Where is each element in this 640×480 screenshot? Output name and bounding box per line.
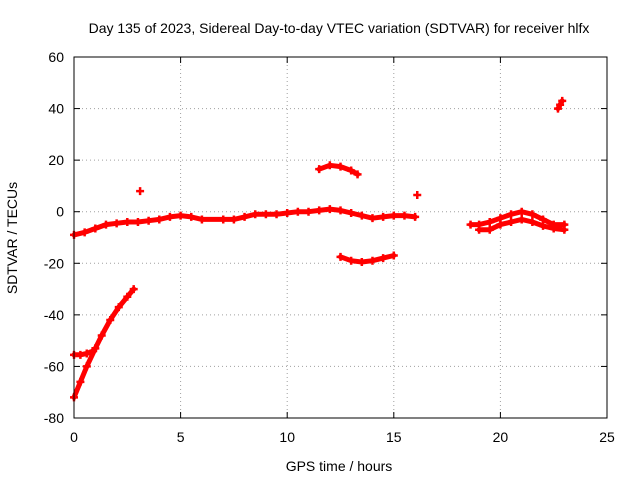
x-tick-label: 0 (70, 429, 78, 445)
data-point (82, 362, 91, 371)
y-tick-label: -20 (44, 255, 64, 271)
data-point (336, 206, 345, 215)
data-point (466, 220, 475, 229)
data-point (485, 225, 494, 234)
data-point (368, 214, 377, 223)
y-tick-label: 20 (48, 152, 64, 168)
data-point (325, 205, 334, 214)
data-point (123, 218, 132, 227)
data-point (389, 211, 398, 220)
data-point (485, 218, 494, 227)
series-segment-late-spike (553, 96, 567, 113)
data-point (97, 331, 106, 340)
data-point (353, 170, 362, 179)
data-point (129, 285, 138, 294)
data-point (539, 221, 548, 230)
data-point (528, 218, 537, 227)
axis-ticks: 0 5 10 15 20 25 -80 -60 -40 -20 0 20 40 60 (44, 49, 615, 445)
y-tick-label: 40 (48, 101, 64, 117)
data-point (528, 210, 537, 219)
data-point (517, 207, 526, 216)
y-tick-label: 60 (48, 49, 64, 65)
data-point (413, 190, 422, 199)
x-tick-label: 20 (493, 429, 509, 445)
data-point (368, 256, 377, 265)
data-point (240, 212, 249, 221)
series-segment-late-lower-scatter (475, 215, 569, 234)
data-point (272, 210, 281, 219)
data-point (357, 211, 366, 220)
data-point (379, 254, 388, 263)
data-point (304, 207, 313, 216)
data-point (82, 349, 91, 358)
y-tick-label: -80 (44, 410, 64, 426)
data-point (389, 251, 398, 260)
series-segment-isolated-point-16h (413, 190, 422, 199)
data-point (560, 225, 569, 234)
data-point (558, 96, 567, 105)
data-point (336, 162, 345, 171)
data-point (315, 165, 324, 174)
data-point (517, 215, 526, 224)
data-point (91, 224, 100, 233)
chart-title: Day 135 of 2023, Sidereal Day-to-day VTE… (89, 20, 590, 36)
data-point (114, 303, 123, 312)
data-point (133, 218, 142, 227)
data-point (176, 211, 185, 220)
data-points (70, 96, 569, 402)
data-point (283, 209, 292, 218)
data-point (106, 316, 115, 325)
data-point (357, 257, 366, 266)
data-point (475, 225, 484, 234)
data-point (155, 215, 164, 224)
data-point (379, 212, 388, 221)
data-point (315, 206, 324, 215)
data-point (165, 212, 174, 221)
data-point (112, 219, 121, 228)
data-point (144, 216, 153, 225)
x-tick-label: 15 (386, 429, 402, 445)
y-tick-label: 0 (56, 204, 64, 220)
data-point (549, 224, 558, 233)
data-point (400, 211, 409, 220)
data-point (293, 207, 302, 216)
series-segment-isolated-point-3h (136, 187, 145, 196)
y-axis-label: SDTVAR / TECUs (4, 182, 20, 294)
data-point (76, 377, 85, 386)
y-tick-label: -40 (44, 307, 64, 323)
series-segment-lower-arc (336, 251, 398, 266)
data-point (261, 210, 270, 219)
data-point (411, 212, 420, 221)
data-point (89, 346, 98, 355)
data-point (347, 166, 356, 175)
series-segment-main-band (70, 205, 420, 239)
data-point (347, 256, 356, 265)
data-point (101, 220, 110, 229)
data-point (496, 220, 505, 229)
data-point (219, 215, 228, 224)
series-segment-upper-arc (315, 161, 362, 179)
series-line (468, 209, 567, 228)
x-tick-label: 5 (177, 429, 185, 445)
data-point (136, 187, 145, 196)
x-axis-label: GPS time / hours (286, 458, 393, 474)
data-point (336, 252, 345, 261)
data-point (507, 210, 516, 219)
data-point (251, 210, 260, 219)
data-point (325, 161, 334, 170)
data-point (76, 350, 85, 359)
data-point (80, 228, 89, 237)
x-tick-label: 10 (279, 429, 295, 445)
data-point (229, 215, 238, 224)
x-tick-label: 25 (599, 429, 615, 445)
data-point (197, 215, 206, 224)
y-tick-label: -60 (44, 358, 64, 374)
data-point (123, 292, 132, 301)
data-point (187, 212, 196, 221)
plot-frame (73, 56, 608, 419)
data-point (507, 218, 516, 227)
data-point (347, 209, 356, 218)
